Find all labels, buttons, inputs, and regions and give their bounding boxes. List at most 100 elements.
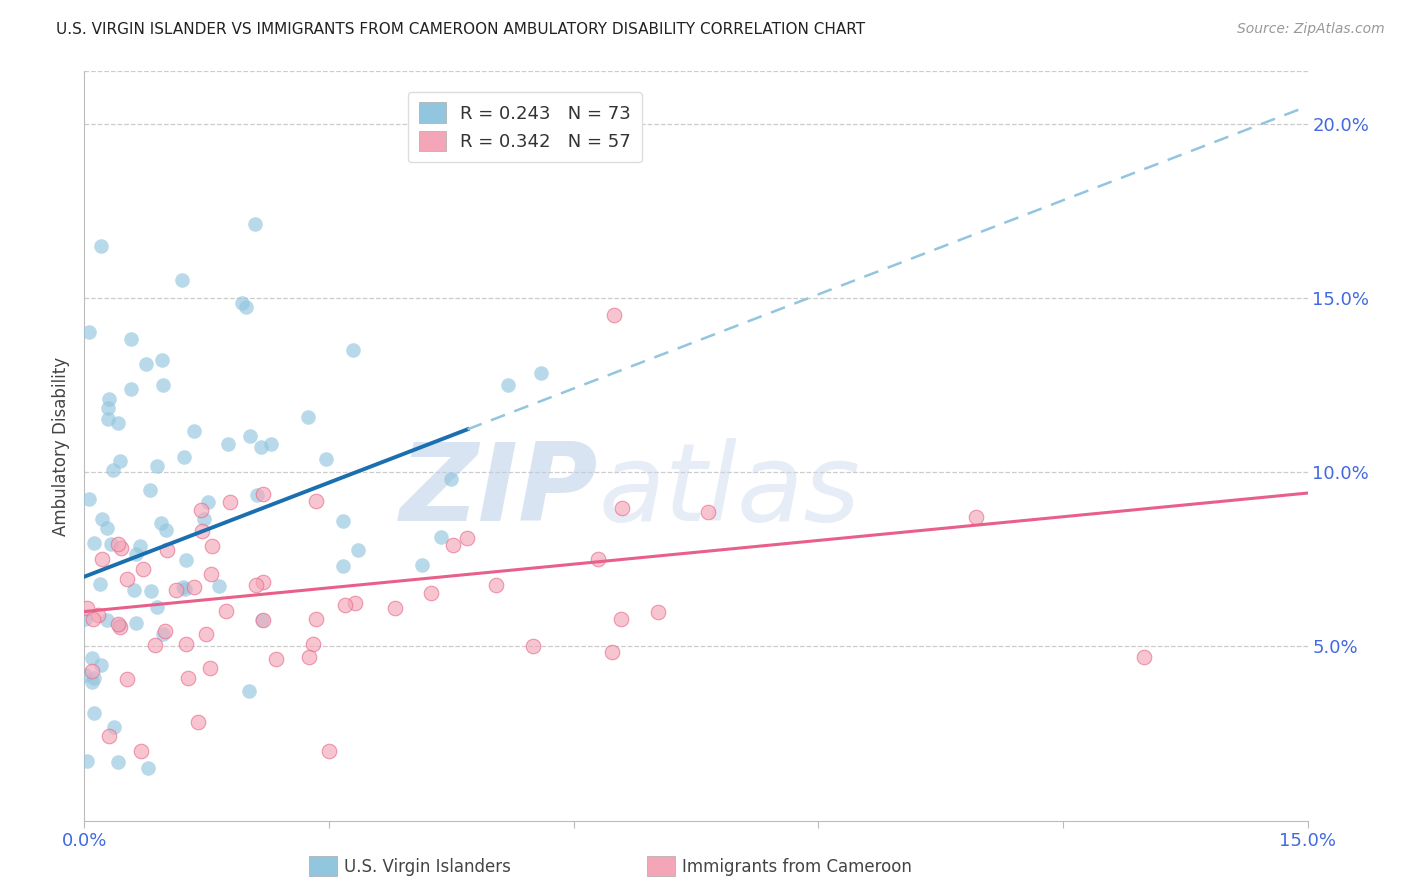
Point xyxy=(252,575,274,590)
Point xyxy=(96,521,118,535)
Point xyxy=(238,684,260,698)
Point xyxy=(603,308,626,322)
Point xyxy=(103,720,125,734)
Point xyxy=(217,436,239,450)
Point xyxy=(76,601,98,615)
Point xyxy=(1133,649,1156,664)
Point xyxy=(235,301,257,315)
Y-axis label: Ambulatory Disability: Ambulatory Disability xyxy=(52,357,70,535)
Point xyxy=(530,366,553,380)
Text: ZIP: ZIP xyxy=(399,438,598,544)
Point xyxy=(347,542,370,557)
Point xyxy=(305,493,328,508)
Point xyxy=(96,613,118,627)
Point xyxy=(456,532,478,546)
Point xyxy=(90,657,112,672)
Point xyxy=(264,652,287,666)
Point xyxy=(97,401,120,416)
Point xyxy=(149,516,172,530)
Point xyxy=(177,671,200,685)
Point xyxy=(87,607,110,622)
Point xyxy=(172,273,194,287)
Point xyxy=(200,661,222,675)
Point xyxy=(250,613,273,627)
Point xyxy=(108,619,131,633)
Text: atlas: atlas xyxy=(598,439,860,543)
Point xyxy=(173,582,195,597)
Point xyxy=(485,577,508,591)
Point xyxy=(165,582,187,597)
Point xyxy=(697,505,720,519)
Point xyxy=(97,392,120,406)
Point xyxy=(441,538,464,552)
Point xyxy=(155,624,177,639)
Text: Source: ZipAtlas.com: Source: ZipAtlas.com xyxy=(1237,22,1385,37)
Point xyxy=(411,558,433,572)
Point xyxy=(183,424,205,438)
Point xyxy=(97,412,120,426)
Point xyxy=(343,596,366,610)
Point xyxy=(315,451,337,466)
Point xyxy=(89,577,111,591)
Point xyxy=(155,523,177,537)
Point xyxy=(90,238,112,252)
Point xyxy=(107,755,129,769)
Point xyxy=(600,645,623,659)
Point xyxy=(305,612,328,626)
Point xyxy=(107,417,129,431)
Point xyxy=(194,626,217,640)
Point xyxy=(82,612,104,626)
Point xyxy=(218,495,240,509)
Point xyxy=(82,664,104,678)
Point xyxy=(201,539,224,553)
Point xyxy=(100,537,122,551)
Point xyxy=(83,706,105,720)
Point xyxy=(135,357,157,371)
Point xyxy=(183,580,205,594)
Point xyxy=(420,585,443,599)
Point xyxy=(245,578,267,592)
Point xyxy=(120,382,142,396)
Point xyxy=(125,615,148,630)
Point xyxy=(150,352,173,367)
Point xyxy=(302,637,325,651)
Point xyxy=(73,667,96,681)
Point xyxy=(245,217,267,231)
Text: Immigrants from Cameroon: Immigrants from Cameroon xyxy=(682,858,911,876)
Text: U.S. Virgin Islanders: U.S. Virgin Islanders xyxy=(344,858,512,876)
Point xyxy=(107,537,129,551)
Point xyxy=(120,332,142,346)
Point xyxy=(132,562,155,576)
Point xyxy=(129,744,152,758)
Point xyxy=(83,536,105,550)
Point xyxy=(77,325,100,339)
Point xyxy=(98,729,121,743)
Point xyxy=(335,598,357,612)
Text: U.S. VIRGIN ISLANDER VS IMMIGRANTS FROM CAMEROON AMBULATORY DISABILITY CORRELATI: U.S. VIRGIN ISLANDER VS IMMIGRANTS FROM … xyxy=(56,22,865,37)
Point xyxy=(139,583,162,598)
Point xyxy=(246,488,269,502)
Point xyxy=(107,616,129,631)
Point xyxy=(125,547,148,561)
Point xyxy=(115,572,138,586)
Point xyxy=(117,672,139,686)
Point xyxy=(82,675,104,690)
Point xyxy=(297,409,319,424)
Point xyxy=(252,486,274,500)
Point xyxy=(647,605,669,619)
Point xyxy=(143,638,166,652)
Point xyxy=(332,514,354,528)
Point xyxy=(440,471,463,485)
Point xyxy=(172,580,194,594)
Point xyxy=(249,440,271,454)
Point xyxy=(342,343,364,358)
Point xyxy=(191,524,214,539)
Point xyxy=(156,543,179,558)
Point xyxy=(108,618,131,632)
Point xyxy=(91,552,114,566)
Point xyxy=(298,649,321,664)
Point xyxy=(128,539,150,553)
Point xyxy=(73,611,96,625)
Point xyxy=(200,567,222,582)
Point xyxy=(612,500,634,515)
